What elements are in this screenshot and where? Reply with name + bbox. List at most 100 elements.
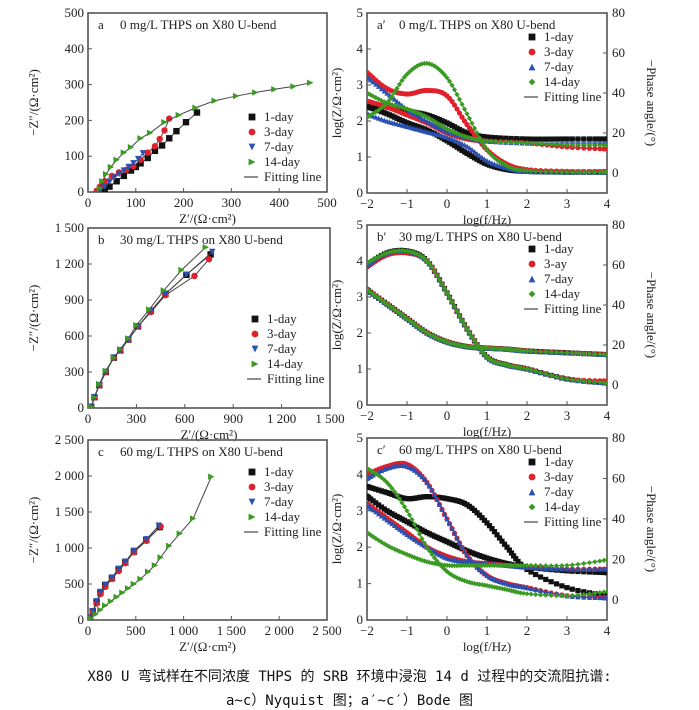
- fitting-line-modulus: [367, 62, 607, 173]
- legend-marker: [248, 483, 256, 491]
- x-tick-label: −1: [400, 623, 414, 638]
- y-tick-label: 4: [357, 253, 364, 268]
- legend-item: 7-day: [251, 341, 297, 356]
- x-tick-label: 100: [126, 195, 146, 210]
- legend-item: Fitting line: [524, 89, 602, 104]
- series-14-day: [367, 465, 607, 599]
- legend-marker: [248, 498, 256, 506]
- y2-tick-label: 0: [612, 592, 619, 607]
- legend-item: 3-day: [248, 479, 294, 494]
- x-tick-label: 0: [444, 623, 451, 638]
- y-tick-label: 2: [357, 325, 364, 340]
- x-tick-label: 3: [564, 408, 571, 423]
- legend-item: 7-day: [528, 59, 574, 74]
- data-point: [175, 111, 183, 119]
- series-7-day: [96, 150, 147, 192]
- legend-label: 14-day: [544, 286, 581, 301]
- y-axis-title: −Z″/(Ω·cm²): [26, 285, 41, 352]
- x-tick-label: 3: [564, 196, 571, 211]
- panel-title: 0 mg/L THPS on X80 U-bend: [120, 17, 277, 32]
- fitting-line-modulus: [367, 71, 607, 173]
- legend-item: 14-day: [248, 154, 301, 169]
- legend-label: 14-day: [544, 74, 581, 89]
- series-3-day: [88, 523, 164, 620]
- data-point: [137, 135, 144, 142]
- legend-label: Fitting line: [267, 371, 325, 386]
- x-tick-label: 1 500: [315, 411, 344, 426]
- data-point: [88, 615, 95, 620]
- legend-item: Fitting line: [524, 514, 602, 529]
- y2-tick-label: 80: [612, 217, 625, 232]
- legend-label: 7-day: [544, 59, 574, 74]
- data-point: [144, 149, 151, 156]
- data-point: [161, 127, 168, 134]
- y2-tick-label: 20: [612, 125, 625, 140]
- y-tick-label: 2: [357, 539, 364, 554]
- data-point: [92, 611, 99, 618]
- fitting-line-phase: [367, 464, 607, 599]
- legend-marker: [248, 513, 256, 521]
- y2-tick-label: 40: [612, 297, 625, 312]
- x-tick-label: 2: [524, 408, 531, 423]
- data-point: [166, 135, 173, 142]
- x-tick-label: 500: [126, 623, 146, 638]
- x-tick-label: 2 500: [312, 623, 341, 638]
- legend-marker: [528, 78, 536, 86]
- legend-item: Fitting line: [247, 371, 325, 386]
- legend-label: Fitting line: [544, 89, 602, 104]
- x-axis-title: Z′/(Ω·cm²): [179, 639, 236, 654]
- data-point: [307, 79, 314, 87]
- series-14-day: [96, 79, 314, 192]
- data-point: [191, 272, 198, 280]
- legend-item: 3-day: [251, 326, 297, 341]
- panel-title: 60 mg/L THPS on X80 U-bend: [399, 442, 562, 457]
- y-tick-label: 0: [357, 397, 364, 412]
- x-axis-title: log(f/Hz): [463, 212, 511, 227]
- data-point: [130, 580, 138, 588]
- legend-item: 7-day: [248, 494, 294, 509]
- fitting-line-modulus: [367, 532, 607, 567]
- data-point: [120, 149, 128, 156]
- legend-label: 7-day: [267, 341, 297, 356]
- data-point: [107, 163, 115, 171]
- x-tick-label: 1 200: [267, 411, 296, 426]
- data-point: [208, 473, 215, 480]
- data-point: [211, 97, 218, 104]
- panel-title: 0 mg/L THPS on X80 U-bend: [399, 17, 556, 32]
- y-tick-label: 3: [357, 503, 364, 518]
- legend-label: 14-day: [264, 509, 301, 524]
- legend-item: Fitting line: [244, 169, 322, 184]
- y-tick-label: 3: [357, 289, 364, 304]
- legend-item: 1-day: [528, 241, 574, 256]
- legend-label: 14-day: [544, 499, 581, 514]
- y2-tick-label: 0: [612, 165, 619, 180]
- y-tick-label: 600: [65, 328, 85, 343]
- data-point: [166, 542, 173, 550]
- x-tick-label: 2: [524, 623, 531, 638]
- legend-item: 3-day: [528, 44, 574, 59]
- series-3-day: [93, 115, 173, 192]
- data-point: [137, 575, 144, 583]
- data-point: [119, 589, 126, 596]
- x-tick-label: 1 000: [169, 623, 198, 638]
- panel-title: 30 mg/L THPS on X80 U-bend: [120, 232, 283, 247]
- legend-marker: [251, 360, 259, 368]
- panel-title: 30 mg/L THPS on X80 U-bend: [399, 229, 562, 244]
- legend-marker: [248, 128, 256, 136]
- data-point: [193, 109, 201, 116]
- figure: 0 100 200 300 400 5000100200300400500Z′/(Ω·cm…: [26, 5, 659, 654]
- x-tick-label: 1: [484, 623, 491, 638]
- y2-tick-label: 20: [612, 551, 625, 566]
- data-point: [158, 142, 166, 149]
- legend-marker: [528, 488, 536, 496]
- chart-panel-b: 0 300 600 900 1 200 1 500 0 300 600 900 1 200 1 500…: [26, 220, 345, 442]
- data-point: [156, 135, 163, 143]
- data-point: [145, 568, 152, 575]
- legend-item: 1-day: [528, 29, 574, 44]
- data-point: [125, 335, 132, 342]
- panel-label: b: [98, 232, 105, 247]
- y2-axis-title: −Phase angle/(°): [644, 486, 659, 573]
- legend-item: 3-day: [248, 124, 294, 139]
- plot-area: [367, 460, 607, 601]
- data-point: [144, 154, 151, 162]
